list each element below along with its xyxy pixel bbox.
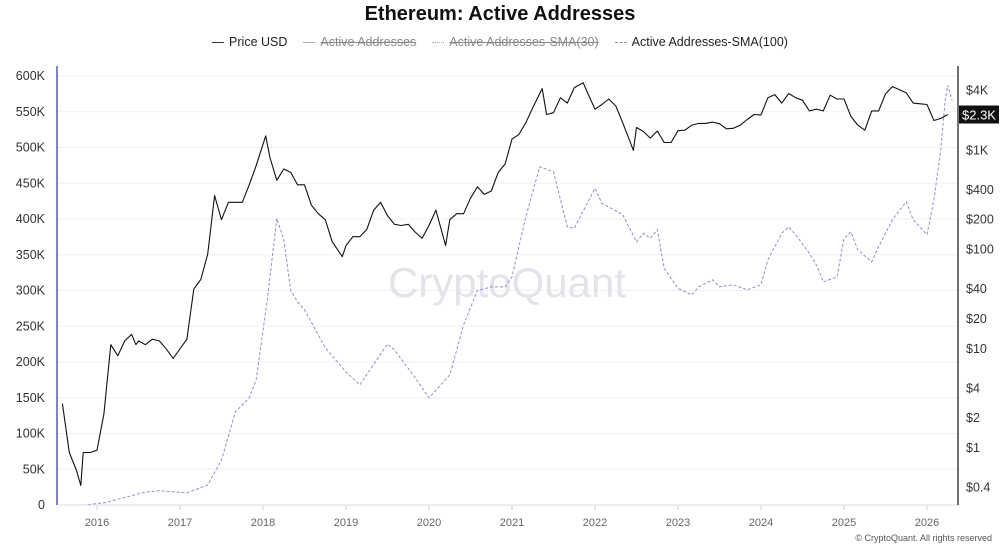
right-tick-label: $4K xyxy=(966,84,989,98)
x-tick-label: 2025 xyxy=(832,517,856,529)
x-tick-label: 2019 xyxy=(334,517,358,529)
current-price-badge xyxy=(959,105,999,124)
dotted-swatch-icon xyxy=(432,41,445,43)
right-tick-label: $200 xyxy=(966,213,994,227)
legend-label: Price USD xyxy=(229,35,288,49)
right-tick-label: $100 xyxy=(966,243,994,257)
price-line xyxy=(61,82,949,486)
left-tick-label: 350K xyxy=(16,248,46,262)
right-tick-label: $1 xyxy=(966,441,980,455)
copyright-footer: © CryptoQuant. All rights reserved xyxy=(855,533,992,543)
sma100-line xyxy=(83,85,953,506)
x-tick-label: 2017 xyxy=(168,517,192,529)
x-tick-label: 2024 xyxy=(749,517,773,529)
legend: Price USD Active Addresses Active Addres… xyxy=(0,35,1000,49)
right-tick-label: $20 xyxy=(966,312,987,326)
x-tick-label: 2023 xyxy=(666,517,690,529)
legend-item-sma100[interactable]: Active Addresses-SMA(100) xyxy=(614,35,788,49)
legend-label: Active Addresses-SMA(100) xyxy=(631,35,788,49)
right-tick-label: $0.4 xyxy=(966,480,990,494)
left-tick-label: 200K xyxy=(16,355,46,369)
left-tick-label: 50K xyxy=(23,462,46,476)
line-swatch-icon xyxy=(212,41,225,43)
legend-item-sma30[interactable]: Active Addresses-SMA(30) xyxy=(432,35,599,49)
left-tick-label: 300K xyxy=(16,284,46,298)
watermark: CryptoQuant xyxy=(388,259,626,306)
dashed-swatch-icon xyxy=(614,41,627,43)
x-tick-label: 2026 xyxy=(915,517,939,529)
right-tick-label: $4 xyxy=(966,381,980,395)
x-tick-label: 2021 xyxy=(500,517,524,529)
legend-item-active-addresses[interactable]: Active Addresses xyxy=(303,35,416,49)
x-tick-label: 2022 xyxy=(583,517,607,529)
right-tick-label: $1K xyxy=(966,143,989,157)
right-tick-label: $2 xyxy=(966,411,980,425)
left-tick-label: 450K xyxy=(16,176,46,190)
current-price-label: $2.3K xyxy=(962,108,996,123)
right-tick-label: $10 xyxy=(966,342,987,356)
left-tick-label: 600K xyxy=(16,69,46,83)
x-tick-label: 2016 xyxy=(85,517,109,529)
left-tick-label: 0 xyxy=(38,498,45,512)
right-tick-label: $40 xyxy=(966,282,987,296)
chart-title: Ethereum: Active Addresses xyxy=(364,3,636,25)
x-tick-label: 2020 xyxy=(417,517,441,529)
left-tick-label: 150K xyxy=(16,391,46,405)
legend-label: Active Addresses-SMA(30) xyxy=(449,35,599,49)
left-tick-label: 100K xyxy=(16,427,46,441)
right-tick-label: $400 xyxy=(966,183,994,197)
left-tick-label: 400K xyxy=(16,212,46,226)
left-tick-label: 250K xyxy=(16,319,46,333)
left-tick-label: 500K xyxy=(16,141,46,155)
legend-item-price[interactable]: Price USD xyxy=(212,35,287,49)
line-swatch-icon xyxy=(303,41,316,43)
x-tick-label: 2018 xyxy=(251,517,275,529)
left-tick-label: 550K xyxy=(16,105,46,119)
legend-label: Active Addresses xyxy=(320,35,417,49)
